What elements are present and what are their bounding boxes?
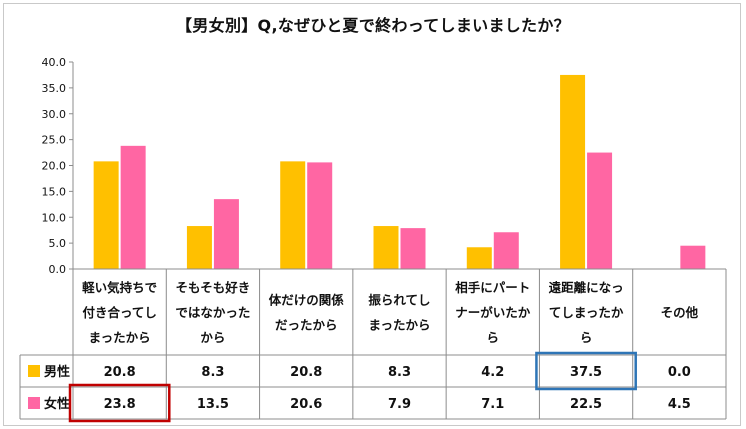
series-label: 女性 — [44, 396, 70, 412]
bar — [120, 145, 146, 269]
legend-key — [28, 365, 40, 377]
bar — [560, 74, 586, 269]
legend-key — [28, 397, 40, 409]
category-label: ではなかった — [175, 305, 250, 320]
data-label: 4.2 — [481, 365, 504, 380]
category-label: そもそも好き — [176, 280, 251, 295]
highlight-box — [68, 383, 171, 423]
bar — [307, 162, 333, 269]
category-label: から — [200, 330, 225, 345]
chart-title: 【男女別】Q,なぜひと夏で終わってしまいましたか？ — [176, 16, 570, 35]
data-label: 22.5 — [570, 397, 602, 412]
category-label: 遠距離になっ — [549, 280, 624, 295]
highlight-box — [535, 351, 637, 391]
bar — [400, 228, 426, 269]
category-label: 軽い気持ちで — [82, 280, 157, 295]
data-label: 7.9 — [388, 397, 411, 412]
y-tick-label: 5.0 — [49, 237, 67, 250]
series-label: 男性 — [44, 364, 70, 380]
category-label: ナーがいたか — [455, 305, 531, 320]
category-label: ら — [487, 330, 500, 345]
category-label: 相手にパート — [455, 280, 530, 295]
category-label: 振られてし — [368, 293, 430, 308]
data-label: 0.0 — [668, 365, 691, 380]
bar — [373, 226, 399, 269]
bar — [186, 226, 212, 269]
data-label: 4.5 — [668, 397, 691, 412]
category-label: だったから — [275, 318, 338, 333]
y-tick-label: 40.0 — [42, 56, 67, 69]
category-label: ら — [580, 330, 593, 345]
data-label: 23.8 — [104, 397, 136, 412]
bar — [93, 161, 119, 269]
data-label: 20.8 — [290, 365, 322, 380]
data-label: 13.5 — [197, 397, 229, 412]
y-tick-label: 25.0 — [42, 134, 67, 147]
data-label: 8.3 — [388, 365, 411, 380]
category-label: まったから — [89, 330, 151, 345]
bar — [680, 245, 706, 269]
bar — [466, 247, 492, 269]
data-label: 20.8 — [104, 365, 136, 380]
y-tick-label: 35.0 — [42, 82, 67, 95]
y-tick-label: 0.0 — [49, 263, 67, 276]
category-label: 付き合ってし — [82, 305, 156, 320]
data-label: 7.1 — [481, 397, 504, 412]
category-label: 体だけの関係 — [269, 293, 345, 308]
data-label: 20.6 — [290, 397, 322, 412]
data-label: 37.5 — [570, 365, 602, 380]
y-tick-label: 10.0 — [42, 211, 67, 224]
bar — [280, 161, 306, 269]
bar — [587, 152, 613, 269]
y-tick-label: 30.0 — [42, 108, 67, 121]
category-label: てしまったか — [549, 305, 624, 320]
data-label: 8.3 — [201, 365, 224, 380]
y-tick-label: 15.0 — [42, 185, 67, 198]
bar — [493, 232, 519, 269]
y-tick-label: 20.0 — [42, 160, 67, 173]
category-label: まったから — [368, 318, 430, 333]
category-label: その他 — [661, 305, 699, 320]
bar — [213, 199, 239, 269]
